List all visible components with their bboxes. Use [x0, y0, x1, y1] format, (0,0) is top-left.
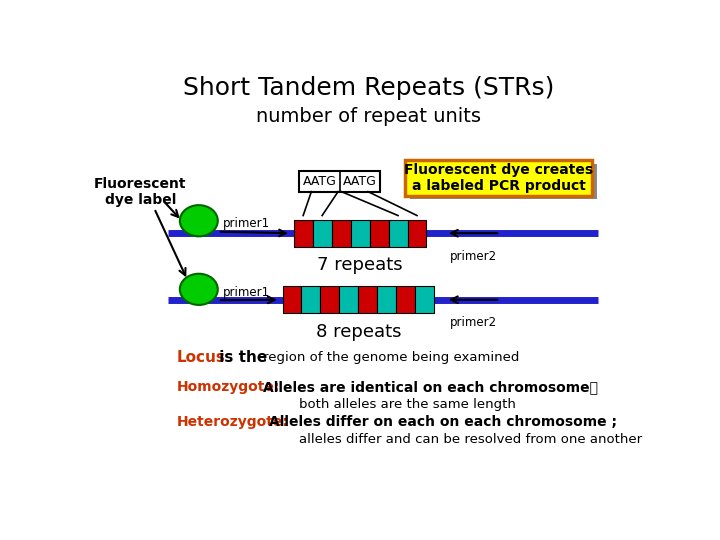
Bar — [302, 286, 320, 313]
Bar — [408, 220, 426, 247]
Text: Fluorescent dye creates
a labeled PCR product: Fluorescent dye creates a labeled PCR pr… — [404, 163, 593, 193]
Bar — [312, 220, 332, 247]
Bar — [410, 164, 597, 199]
Text: Alleles differ on each on each chromosome ;: Alleles differ on each on each chromosom… — [269, 415, 616, 429]
Text: Fluorescent
dye label: Fluorescent dye label — [94, 177, 186, 207]
Text: Alleles are identical on each chromosome；: Alleles are identical on each chromosome… — [263, 380, 598, 394]
Bar — [320, 286, 339, 313]
Text: primer2: primer2 — [449, 316, 497, 329]
Text: primer1: primer1 — [223, 286, 271, 299]
Text: Short Tandem Repeats (STRs): Short Tandem Repeats (STRs) — [184, 76, 554, 100]
Bar — [294, 220, 312, 247]
Bar — [282, 286, 302, 313]
Bar — [389, 220, 408, 247]
Text: both alleles are the same length: both alleles are the same length — [300, 398, 516, 411]
Text: Locus: Locus — [176, 350, 225, 366]
Ellipse shape — [180, 205, 217, 237]
Text: AATG: AATG — [302, 175, 336, 188]
Bar — [351, 220, 369, 247]
Bar — [339, 286, 359, 313]
Text: region of the genome being examined: region of the genome being examined — [263, 352, 519, 365]
Text: is the: is the — [215, 350, 273, 366]
Text: 7 repeats: 7 repeats — [318, 256, 403, 274]
Text: primer2: primer2 — [449, 250, 497, 263]
Bar — [332, 220, 351, 247]
Bar — [359, 286, 377, 313]
Text: Heterozygote:: Heterozygote: — [176, 415, 289, 429]
Bar — [396, 286, 415, 313]
Ellipse shape — [180, 274, 217, 305]
Text: Homozygote:: Homozygote: — [176, 380, 280, 394]
Text: alleles differ and can be resolved from one another: alleles differ and can be resolved from … — [300, 434, 642, 447]
Text: 8 repeats: 8 repeats — [315, 323, 401, 341]
Bar — [300, 171, 380, 192]
Bar — [405, 160, 592, 196]
Text: AATG: AATG — [343, 175, 377, 188]
Bar — [377, 286, 396, 313]
Text: primer1: primer1 — [223, 217, 271, 231]
Bar — [369, 220, 389, 247]
Text: number of repeat units: number of repeat units — [256, 107, 482, 126]
Bar — [415, 286, 434, 313]
